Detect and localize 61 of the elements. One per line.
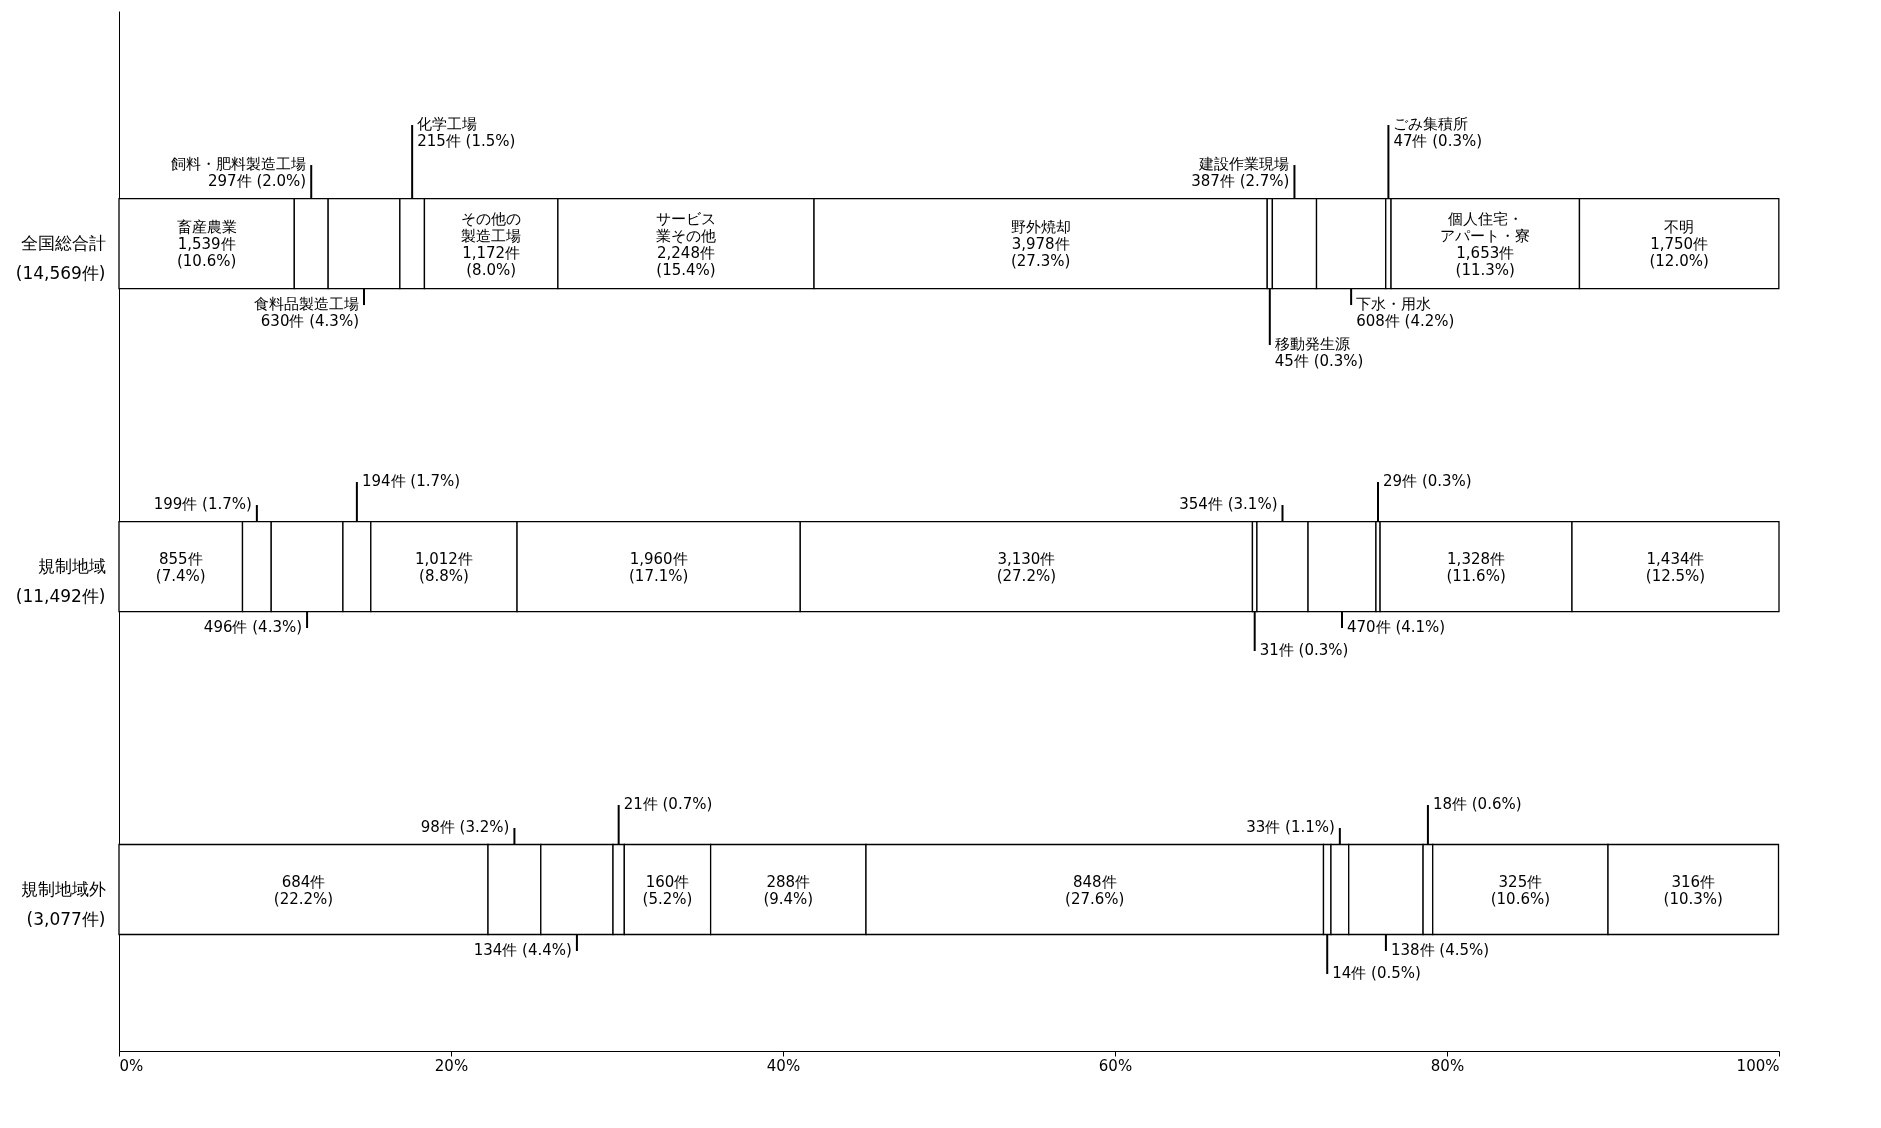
text: 移動発生源	[1274, 334, 1350, 353]
series-label: サービス業その他	[655, 209, 716, 245]
x-tick-label: 60%	[1098, 1056, 1133, 1075]
x-tick-label: 0%	[119, 1056, 144, 1075]
data-label: 3,130件 (27.2%)	[996, 549, 1057, 585]
data-label: 160件 (5.2%)	[642, 872, 693, 908]
data-label: 1,750件 (12.0%)	[1649, 235, 1709, 271]
data-label: 31件 (0.3%)	[1259, 640, 1349, 659]
series-label: 飼料・肥料製造工場	[171, 154, 307, 173]
text: 化学工場	[417, 114, 478, 133]
data-label: 470件 (4.1%)	[1347, 617, 1446, 636]
data-label: 1,960件 (17.1%)	[628, 549, 689, 585]
y-tick-label: 全国総合計 (14,569件)	[15, 233, 106, 284]
series-label: 建設作業現場	[1198, 154, 1290, 173]
data-label: 199件 (1.7%)	[153, 494, 252, 513]
data-label: 18件 (0.6%)	[1432, 794, 1522, 813]
data-label: 215件 (1.5%)	[417, 131, 516, 150]
data-label: 1,012件 (8.8%)	[414, 549, 473, 585]
data-label: 855件 (7.4%)	[155, 549, 206, 585]
data-label: 630件 (4.3%)	[260, 311, 360, 330]
data-label: 496件 (4.3%)	[203, 617, 303, 636]
series-label: 不明	[1664, 218, 1695, 237]
data-label: 354件 (3.1%)	[1179, 494, 1278, 513]
data-label: 848件 (27.6%)	[1065, 872, 1125, 908]
data-label: 288件 (9.4%)	[763, 872, 814, 908]
data-label: 297件 (2.0%)	[208, 171, 307, 190]
series-label: 個人住宅・アパート・寮	[1440, 209, 1531, 245]
x-tick-label: 80%	[1430, 1056, 1465, 1075]
series-label: 下水・用水	[1356, 294, 1432, 313]
data-label: 47件 (0.3%)	[1393, 131, 1483, 150]
data-label: 3,978件 (27.3%)	[1010, 235, 1071, 271]
x-tick-label: 20%	[434, 1056, 469, 1075]
y-tick-label: 規制地域 (11,492件)	[15, 556, 106, 607]
data-label: 33件 (1.1%)	[1246, 817, 1335, 836]
series-label: 野外焼却	[1010, 218, 1071, 237]
data-label: 21件 (0.7%)	[623, 794, 713, 813]
data-label: 1,328件 (11.6%)	[1446, 549, 1506, 585]
data-label: 1,172件 (8.0%)	[462, 243, 521, 279]
data-label: 134件 (4.4%)	[473, 940, 572, 959]
data-label: 2,248件 (15.4%)	[656, 243, 716, 279]
data-label: 684件 (22.2%)	[273, 872, 334, 908]
series-label: 畜産農業	[176, 218, 237, 237]
series-label: その他の製造工場	[461, 209, 522, 245]
data-label: 98件 (3.2%)	[420, 817, 510, 836]
data-label: 194件 (1.7%)	[361, 471, 461, 490]
x-tick-label: 100%	[1736, 1056, 1780, 1075]
data-label: 138件 (4.5%)	[1390, 940, 1490, 959]
data-label: 45件 (0.3%)	[1274, 351, 1364, 370]
data-label: 1,653件 (11.3%)	[1455, 243, 1515, 279]
data-label: 325件 (10.6%)	[1490, 872, 1551, 908]
data-label: 608件 (4.2%)	[1356, 311, 1455, 330]
data-label: 387件 (2.7%)	[1191, 171, 1290, 190]
data-label: 316件 (10.3%)	[1663, 872, 1723, 908]
data-label: 29件 (0.3%)	[1383, 471, 1472, 490]
data-label: 1,434件 (12.5%)	[1645, 549, 1706, 585]
x-tick-label: 40%	[766, 1056, 801, 1075]
y-tick-label: 規制地域外 (3,077件)	[20, 879, 106, 930]
data-label: 14件 (0.5%)	[1332, 963, 1421, 982]
series-label: 食料品製造工場	[254, 294, 360, 313]
text: ごみ集積所	[1393, 114, 1469, 133]
data-label: 1,539件 (10.6%)	[176, 235, 237, 271]
